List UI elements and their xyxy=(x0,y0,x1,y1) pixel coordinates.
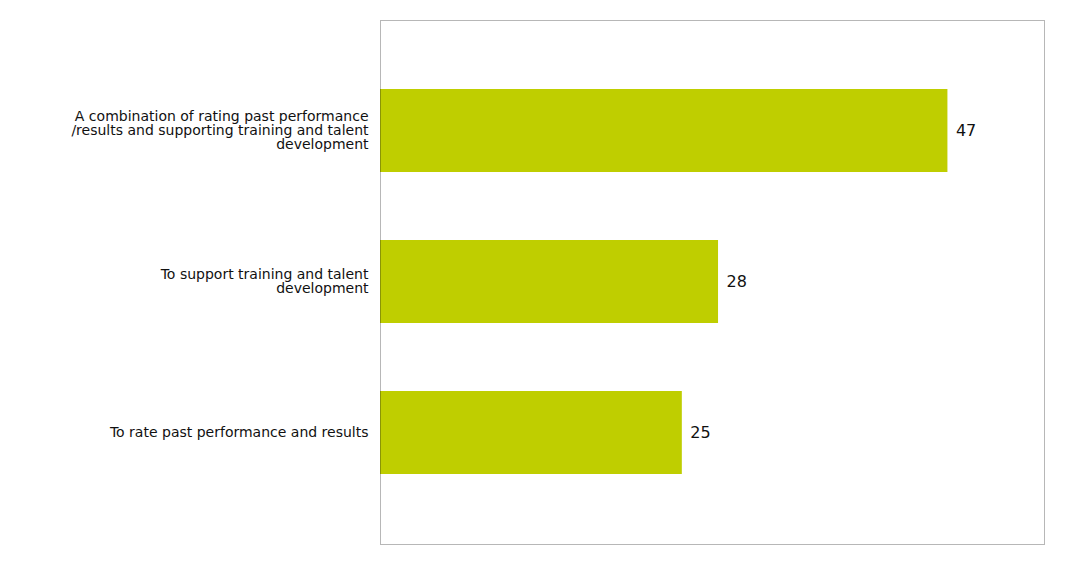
svg-text:28: 28 xyxy=(727,272,747,291)
svg-text:25: 25 xyxy=(690,423,710,442)
svg-text:To rate past performance and r: To rate past performance and results xyxy=(109,424,369,440)
svg-text:47: 47 xyxy=(956,121,976,140)
svg-text:A combination of rating past p: A combination of rating past performance… xyxy=(71,108,369,152)
svg-text:To support training and talent: To support training and talentdevelopmen… xyxy=(160,266,369,296)
